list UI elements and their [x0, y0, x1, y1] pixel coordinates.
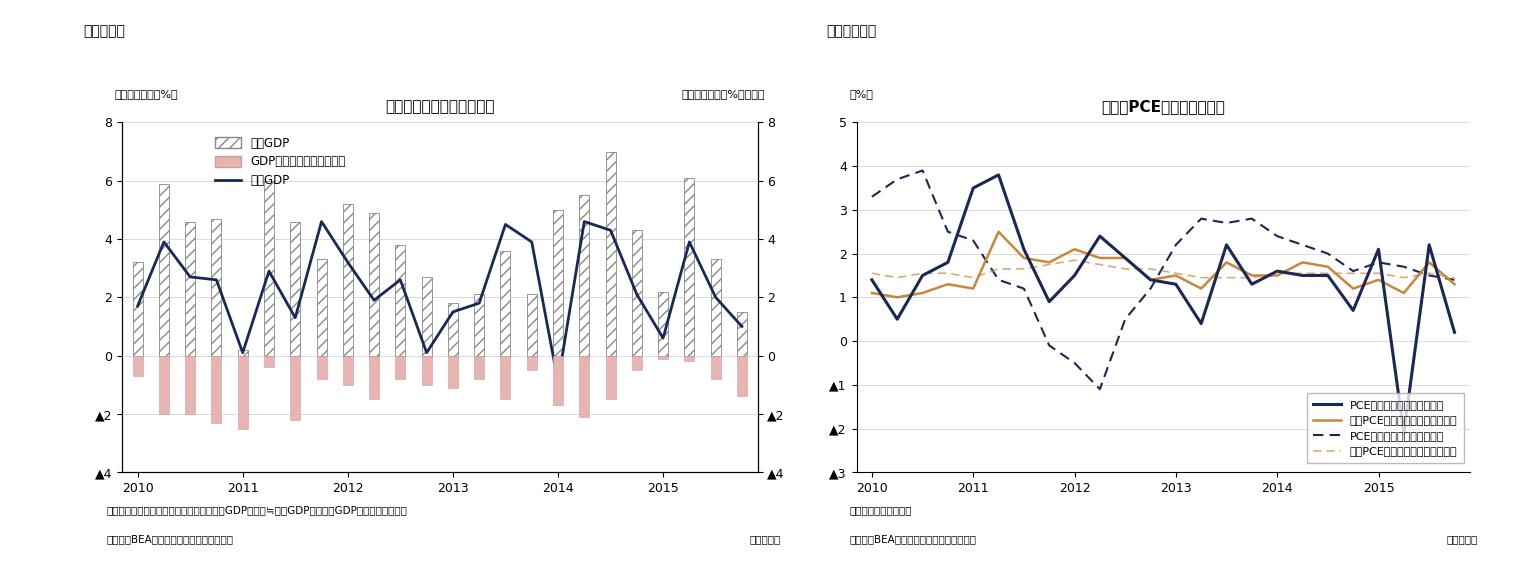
Bar	[579, 195, 589, 356]
Bar	[369, 213, 379, 356]
Title: 米国のPCE価格指数伸び率: 米国のPCE価格指数伸び率	[1101, 99, 1224, 114]
Bar	[422, 356, 431, 385]
Text: （注）季節調整済系列: （注）季節調整済系列	[850, 505, 912, 515]
Bar	[527, 294, 536, 356]
Bar	[133, 262, 143, 356]
Bar	[632, 356, 641, 370]
Legend: 名目GDP, GDPデフレータ（右逆軸）, 実質GDP: 名目GDP, GDPデフレータ（右逆軸）, 実質GDP	[210, 132, 350, 192]
Title: 米国の名目と実質の成長率: 米国の名目と実質の成長率	[385, 99, 495, 114]
Bar	[711, 259, 720, 356]
Bar	[186, 222, 195, 356]
Bar	[291, 222, 300, 356]
Text: （資料）BEAよりニッセイ基礎研究所作成: （資料）BEAよりニッセイ基礎研究所作成	[107, 534, 233, 544]
Bar	[684, 356, 694, 361]
Bar	[737, 356, 746, 396]
Bar	[291, 356, 300, 420]
Bar	[317, 259, 326, 356]
Bar	[238, 350, 248, 356]
Bar	[658, 292, 669, 356]
Bar	[553, 356, 564, 405]
Text: （注）季節調整済系列の前期比年率、実質GDP伸び率≒名目GDP伸び率－GDPデフレータ伸び率: （注）季節調整済系列の前期比年率、実質GDP伸び率≒名目GDP伸び率－GDPデフ…	[107, 505, 408, 515]
Text: （図表１０）: （図表１０）	[825, 24, 876, 38]
Bar	[606, 356, 615, 399]
Text: （前期比年率、%）: （前期比年率、%）	[114, 89, 178, 99]
Bar	[527, 356, 536, 370]
Bar	[369, 356, 379, 399]
Bar	[212, 356, 221, 423]
Text: （図表９）: （図表９）	[84, 24, 125, 38]
Bar	[579, 356, 589, 417]
Text: （前期比年率、%、逆軸）: （前期比年率、%、逆軸）	[682, 89, 765, 99]
Bar	[632, 230, 641, 356]
Bar	[263, 181, 274, 356]
Bar	[448, 356, 458, 388]
Bar	[658, 356, 669, 359]
Bar	[263, 356, 274, 367]
Text: （資料）BEAよりニッセイ基礎研究所作成: （資料）BEAよりニッセイ基礎研究所作成	[850, 534, 976, 544]
Bar	[396, 356, 405, 379]
Text: （四半期）: （四半期）	[1445, 534, 1477, 544]
Bar	[396, 245, 405, 356]
Bar	[343, 356, 353, 385]
Bar	[684, 178, 694, 356]
Bar	[553, 210, 564, 356]
Bar	[448, 303, 458, 356]
Bar	[737, 312, 746, 356]
Bar	[317, 356, 326, 379]
Bar	[343, 204, 353, 356]
Bar	[501, 251, 510, 356]
Bar	[212, 219, 221, 356]
Bar	[711, 356, 720, 379]
Bar	[501, 356, 510, 399]
Bar	[474, 294, 484, 356]
Bar	[186, 356, 195, 414]
Bar	[158, 184, 169, 356]
Bar	[422, 277, 431, 356]
Text: （%）: （%）	[850, 89, 873, 99]
Bar	[474, 356, 484, 379]
Bar	[238, 356, 248, 429]
Bar	[133, 356, 143, 376]
Legend: PCE価格指数（前期比年率）, コアPCE価格指数（前期比年率）, PCE価格指数（前年同期比）, コアPCE価格指数（前年同期比）: PCE価格指数（前期比年率）, コアPCE価格指数（前期比年率）, PCE価格指…	[1307, 393, 1464, 463]
Text: （四半期）: （四半期）	[749, 534, 780, 544]
Bar	[158, 356, 169, 414]
Bar	[606, 152, 615, 356]
